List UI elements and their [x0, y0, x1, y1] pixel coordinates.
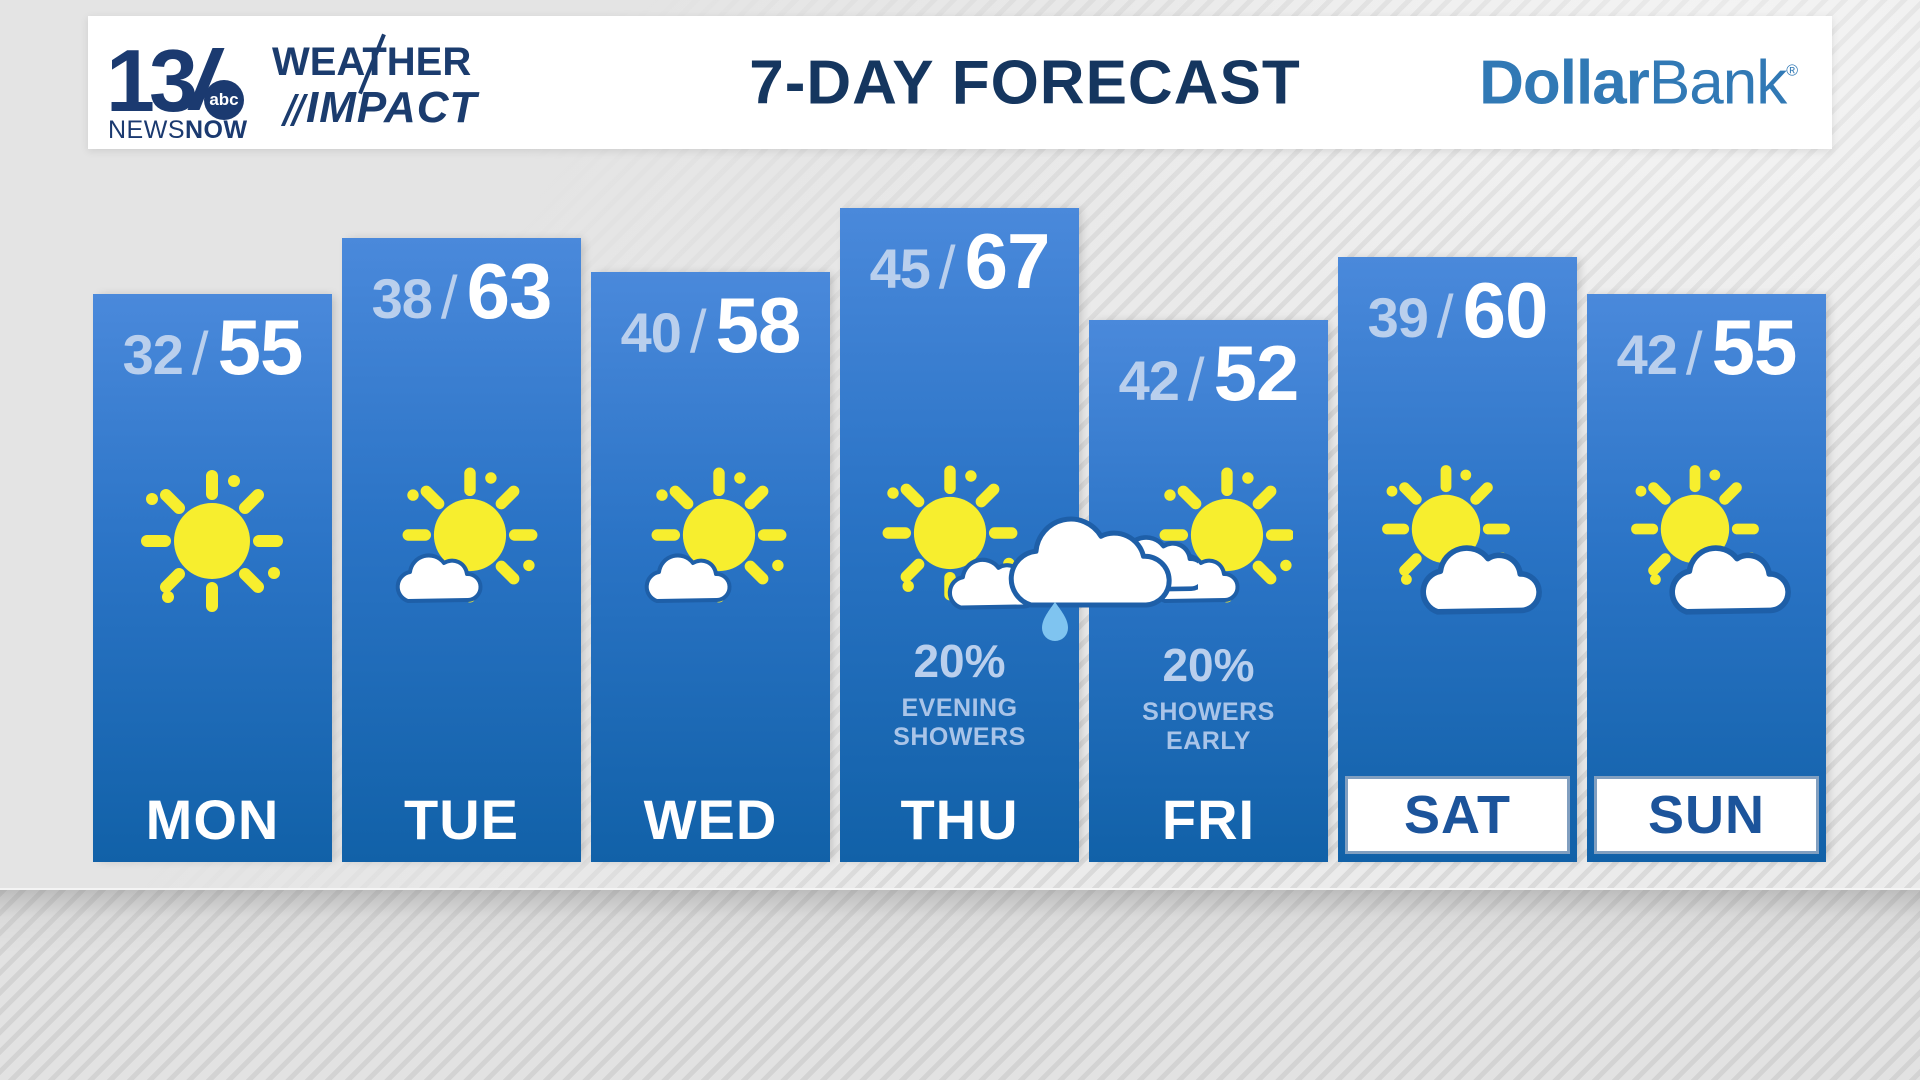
temp-separator: /: [191, 320, 209, 387]
registered-mark: ®: [1786, 62, 1798, 79]
temp-separator: /: [1685, 320, 1703, 387]
rain-cloud-icon: [988, 492, 1198, 641]
forecast-column-tue: 38/63 TUE: [342, 238, 581, 862]
temps: 42/55: [1587, 294, 1826, 386]
temp-separator: /: [440, 264, 458, 331]
precip-note: SHOWERS EARLY: [1142, 698, 1275, 755]
station-number: 13: [106, 31, 198, 130]
footer-band: [0, 888, 1920, 1080]
forecast-column-sun: 42/55 SUN: [1587, 294, 1826, 862]
low-temp: 42: [1616, 323, 1678, 386]
forecast-column-sat: 39/60 SAT: [1338, 257, 1577, 862]
high-temp: 55: [1711, 303, 1798, 391]
precip-chance: 20%: [913, 635, 1006, 687]
temp-separator: /: [689, 298, 707, 365]
mostly-sunny-icon: [1621, 465, 1791, 625]
partly-cloudy-icon: [644, 465, 795, 603]
impact-wordmark: IMPACT: [280, 83, 542, 133]
day-label: WED: [643, 788, 778, 851]
temps: 45/67: [840, 208, 1079, 300]
sunny-icon: [127, 465, 297, 625]
day-label: THU: [900, 788, 1019, 851]
forecast-column-wed: 40/58 WED: [591, 272, 830, 862]
abc-label: abc: [209, 90, 239, 109]
precip-note: EVENING SHOWERS: [893, 694, 1026, 751]
forecast-column-mon: 32/55 MON: [93, 294, 332, 862]
temp-separator: /: [938, 234, 956, 301]
day-label: MON: [145, 788, 280, 851]
weather-impact-logo: WEATHER IMPACT: [272, 33, 542, 133]
temps: 42/52: [1089, 320, 1328, 412]
precip-block: 20% SHOWERS EARLY: [1089, 642, 1328, 756]
weekend-day-label: SAT: [1345, 776, 1570, 854]
temp-separator: /: [1187, 346, 1205, 413]
temps: 40/58: [591, 272, 830, 364]
day-label: TUE: [404, 788, 519, 851]
mostly-sunny-icon: [1372, 465, 1542, 625]
weather-wordmark: WEATHER: [272, 40, 542, 85]
weekend-day-label: SUN: [1594, 776, 1819, 854]
low-temp: 39: [1367, 286, 1429, 349]
low-temp: 42: [1118, 349, 1180, 412]
page-title: 7-DAY FORECAST: [749, 48, 1301, 117]
temps: 32/55: [93, 294, 332, 386]
precip-block: 20% EVENING SHOWERS: [840, 638, 1079, 752]
temp-separator: /: [1436, 283, 1454, 350]
header-bar: 13 abc NEWSNOW WEATHER IMPACT 7-DAY FORE…: [88, 16, 1832, 149]
day-label: FRI: [1161, 788, 1256, 851]
low-temp: 38: [371, 267, 433, 330]
temps: 38/63: [342, 238, 581, 330]
station-wordmark: NEWSNOW: [108, 116, 248, 144]
high-temp: 67: [964, 217, 1051, 305]
partly-cloudy-icon: [395, 465, 546, 603]
low-temp: 32: [122, 323, 184, 386]
low-temp: 40: [620, 301, 682, 364]
station-logo: 13 abc NEWSNOW: [106, 31, 276, 146]
high-temp: 58: [715, 281, 802, 369]
abc-network-icon: abc: [204, 80, 244, 120]
high-temp: 60: [1462, 266, 1549, 354]
sponsor-logo: DollarBank®: [1479, 48, 1798, 117]
low-temp: 45: [869, 237, 931, 300]
high-temp: 55: [217, 303, 304, 391]
high-temp: 63: [466, 247, 553, 335]
precip-chance: 20%: [1162, 639, 1255, 691]
high-temp: 52: [1213, 329, 1300, 417]
temps: 39/60: [1338, 257, 1577, 349]
